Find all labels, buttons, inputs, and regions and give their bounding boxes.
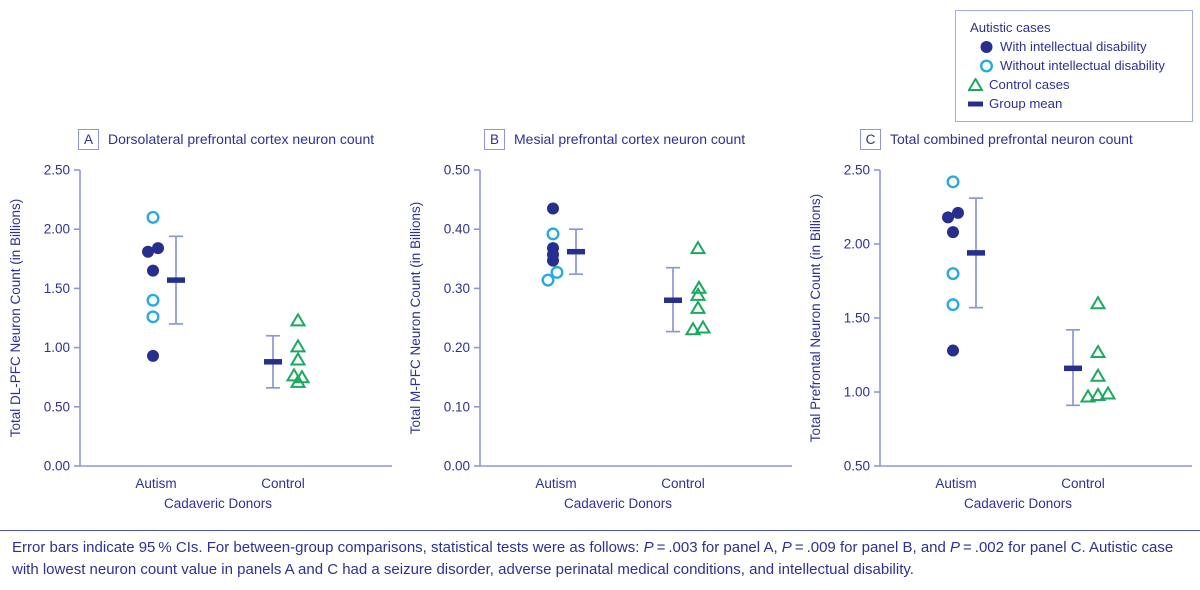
- panel-b: B Mesial prefrontal cortex neuron count …: [400, 128, 800, 518]
- footnote: Error bars indicate 95 % CIs. For betwee…: [12, 539, 1174, 578]
- filled-circle-icon: [980, 40, 993, 53]
- panel-letter: B: [484, 128, 505, 150]
- svg-text:0.00: 0.00: [444, 459, 470, 474]
- panel-title-text: Total combined prefrontal neuron count: [890, 131, 1133, 147]
- svg-text:0.50: 0.50: [444, 163, 470, 178]
- legend-item-label: Control cases: [989, 77, 1070, 92]
- svg-text:0.10: 0.10: [444, 399, 470, 414]
- open-triangle-icon: [968, 77, 983, 91]
- svg-text:2.50: 2.50: [44, 163, 70, 178]
- panel-b-title: B Mesial prefrontal cortex neuron count: [484, 128, 800, 150]
- svg-text:2.00: 2.00: [844, 237, 870, 252]
- panel-letter: C: [860, 128, 881, 150]
- svg-text:Cadaveric Donors: Cadaveric Donors: [164, 496, 272, 511]
- svg-text:Autism: Autism: [935, 476, 976, 491]
- divider: [0, 530, 1200, 531]
- panel-c-plot: 0.50 1.00 1.50 2.00 2.50 Total Prefrontal Neu…: [808, 163, 1192, 511]
- svg-text:Control: Control: [661, 476, 705, 491]
- svg-text:Control: Control: [1061, 476, 1105, 491]
- svg-text:2.00: 2.00: [44, 222, 70, 237]
- svg-text:0.20: 0.20: [444, 340, 470, 355]
- svg-text:2.50: 2.50: [844, 163, 870, 178]
- legend-item: Without intellectual disability: [968, 56, 1186, 75]
- svg-text:Cadaveric Donors: Cadaveric Donors: [964, 496, 1072, 511]
- panel-title-text: Dorsolateral prefrontal cortex neuron co…: [108, 131, 375, 147]
- open-circle-icon: [979, 58, 994, 73]
- svg-text:0.00: 0.00: [44, 459, 70, 474]
- panel-c-title: C Total combined prefrontal neuron count: [860, 128, 1200, 150]
- svg-text:Total M-PFC Neuron Count (in B: Total M-PFC Neuron Count (in Billions): [408, 202, 423, 435]
- svg-text:Total DL-PFC Neuron Count (in: Total DL-PFC Neuron Count (in Billions): [8, 199, 23, 438]
- panel-b-plot: 0.00 0.10 0.20 0.30 0.40 0.50 Total M-PFC Neur…: [408, 163, 792, 511]
- svg-text:1.50: 1.50: [44, 281, 70, 296]
- panel-a-plot: 0.00 0.50 1.00 1.50 2.00 2.50 Total DL-PFC Neu…: [8, 163, 392, 511]
- mean-bar-icon: [968, 101, 983, 106]
- panel-letter: A: [78, 128, 99, 150]
- svg-text:1.50: 1.50: [844, 311, 870, 326]
- legend-item: With intellectual disability: [968, 37, 1186, 56]
- legend-item-label: Without intellectual disability: [1000, 58, 1165, 73]
- svg-text:0.40: 0.40: [444, 222, 470, 237]
- legend-item-label: Group mean: [989, 96, 1063, 111]
- svg-text:Control: Control: [261, 476, 305, 491]
- svg-text:0.30: 0.30: [444, 281, 470, 296]
- panel-title-text: Mesial prefrontal cortex neuron count: [514, 131, 746, 147]
- panel-a-title: A Dorsolateral prefrontal cortex neuron …: [78, 128, 400, 150]
- svg-text:Autism: Autism: [535, 476, 576, 491]
- svg-text:1.00: 1.00: [844, 385, 870, 400]
- panel-c: C Total combined prefrontal neuron count…: [800, 128, 1200, 518]
- svg-text:Autism: Autism: [135, 476, 176, 491]
- panels-row: A Dorsolateral prefrontal cortex neuron …: [0, 128, 1200, 518]
- legend-box: Autistic cases With intellectual disabil…: [955, 10, 1193, 122]
- panel-a: A Dorsolateral prefrontal cortex neuron …: [0, 128, 400, 518]
- legend-item-label: With intellectual disability: [1000, 39, 1147, 54]
- svg-text:Cadaveric Donors: Cadaveric Donors: [564, 496, 672, 511]
- legend-title: Autistic cases: [970, 20, 1051, 35]
- svg-text:1.00: 1.00: [44, 340, 70, 355]
- legend-item: Control cases: [968, 75, 1186, 94]
- svg-text:0.50: 0.50: [44, 399, 70, 414]
- svg-text:Total Prefrontal Neuron Count: Total Prefrontal Neuron Count (in Billio…: [808, 194, 823, 442]
- legend-item: Group mean: [968, 94, 1186, 113]
- svg-text:0.50: 0.50: [844, 459, 870, 474]
